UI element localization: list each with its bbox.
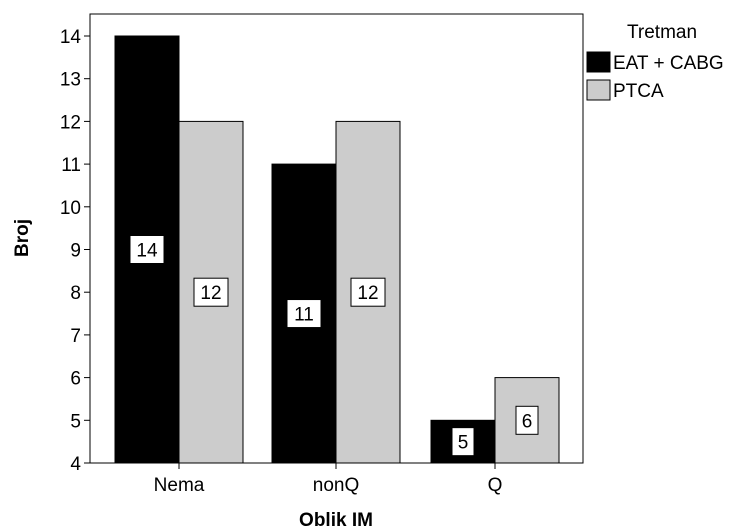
x-tick-label: nonQ bbox=[313, 475, 359, 496]
data-label: 14 bbox=[129, 235, 165, 264]
data-label-box bbox=[515, 405, 539, 435]
data-label: 5 bbox=[451, 427, 475, 457]
legend-swatch bbox=[586, 79, 611, 101]
y-tick-label: 12 bbox=[60, 112, 81, 133]
y-tick-label: 14 bbox=[60, 27, 82, 48]
data-label-box bbox=[451, 427, 475, 457]
data-label: 12 bbox=[350, 277, 386, 307]
x-tick-label: Nema bbox=[154, 475, 205, 496]
data-label-box bbox=[286, 299, 322, 329]
data-label-box bbox=[193, 277, 229, 307]
data-label-value: 12 bbox=[357, 283, 378, 304]
legend: Tretman EAT + CABG PTCA bbox=[586, 22, 724, 102]
y-tick-label: 9 bbox=[70, 241, 81, 262]
y-axis: 4 5 6 7 8 9 10 11 12 13 14 bbox=[60, 27, 90, 475]
data-label-value: 11 bbox=[294, 305, 314, 326]
y-tick-label: 11 bbox=[61, 155, 81, 176]
data-label-value: 5 bbox=[458, 433, 469, 454]
x-axis-title: Oblik IM bbox=[299, 510, 373, 531]
y-tick-label: 5 bbox=[70, 411, 81, 432]
y-axis-title: Broj bbox=[12, 219, 33, 257]
legend-items: EAT + CABG PTCA bbox=[586, 51, 724, 102]
legend-label: EAT + CABG bbox=[613, 53, 724, 74]
data-labels: 14 12 11 12 5 6 bbox=[129, 235, 539, 457]
y-tick-label: 10 bbox=[60, 198, 81, 219]
data-label-value: 6 bbox=[522, 411, 533, 432]
legend-label: PTCA bbox=[613, 81, 664, 102]
y-tick-label: 13 bbox=[60, 70, 81, 91]
x-tick-label: Q bbox=[488, 475, 503, 496]
data-label: 12 bbox=[193, 277, 229, 307]
data-label: 6 bbox=[515, 405, 539, 435]
y-tick-label: 8 bbox=[70, 283, 81, 304]
plot-area: 14 12 11 12 5 6 4 5 6 7 8 9 10 11 12 13 14 Nema nonQ Q bbox=[60, 13, 584, 496]
data-label-value: 12 bbox=[200, 283, 221, 304]
y-tick-label: 4 bbox=[70, 454, 81, 475]
data-label-value: 14 bbox=[136, 241, 158, 262]
y-tick-label: 6 bbox=[70, 369, 81, 390]
legend-swatch bbox=[586, 51, 611, 73]
x-axis: Nema nonQ Q bbox=[154, 463, 503, 496]
data-label-box bbox=[129, 235, 165, 264]
data-label: 11 bbox=[286, 299, 322, 329]
legend-title: Tretman bbox=[627, 22, 697, 43]
y-tick-label: 7 bbox=[70, 326, 81, 347]
data-label-box bbox=[350, 277, 386, 307]
